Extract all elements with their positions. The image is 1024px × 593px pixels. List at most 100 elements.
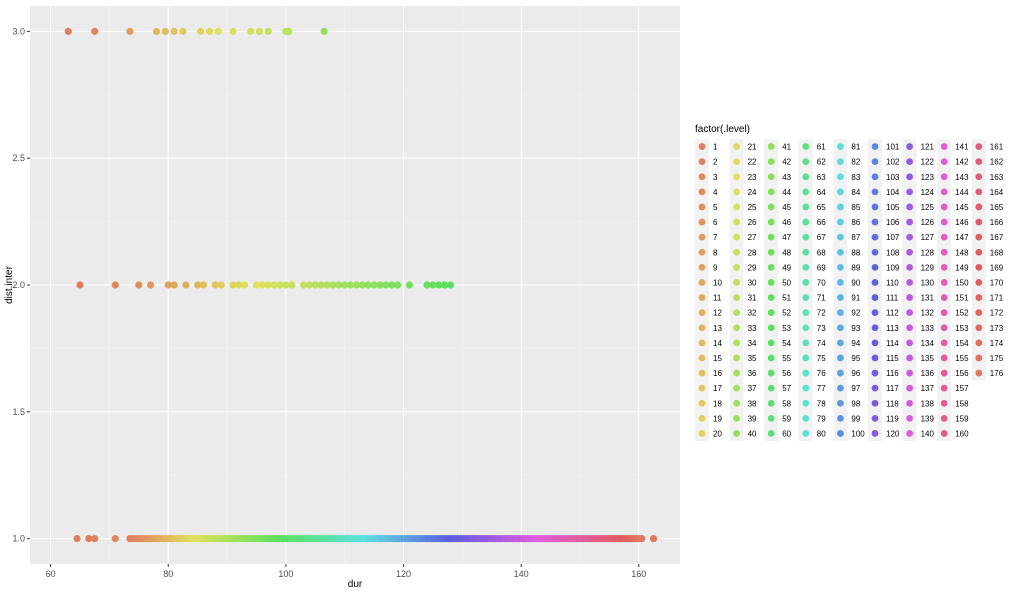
- legend-key: [698, 430, 706, 437]
- data-point: [214, 27, 222, 35]
- legend-key: [906, 414, 913, 422]
- legend-key: [802, 324, 810, 332]
- data-point: [435, 281, 443, 289]
- y-tick-label: 1.5: [12, 407, 25, 417]
- legend-label: 23: [748, 173, 757, 182]
- legend-label: 12: [713, 309, 722, 318]
- data-point: [346, 281, 355, 289]
- legend-label: 142: [955, 158, 969, 167]
- legend-key: [802, 233, 810, 241]
- legend-key: [871, 294, 879, 301]
- data-point: [252, 281, 261, 289]
- legend-label: 45: [782, 203, 791, 212]
- legend-label: 138: [921, 399, 935, 408]
- legend-key: [802, 384, 810, 392]
- legend-key: [975, 309, 983, 317]
- legend-label: 161: [990, 143, 1004, 152]
- legend-label: 119: [886, 414, 899, 423]
- legend-label: 44: [782, 188, 791, 197]
- legend-label: 158: [955, 399, 969, 408]
- legend-label: 88: [851, 248, 860, 257]
- x-tick-label: 60: [46, 569, 56, 579]
- legend-key: [767, 399, 775, 407]
- legend-label: 166: [990, 218, 1004, 227]
- legend-key: [767, 248, 775, 256]
- data-point: [320, 27, 328, 35]
- data-point: [255, 27, 264, 35]
- legend-key: [906, 203, 913, 211]
- legend-label: 149: [955, 263, 969, 272]
- legend-key: [906, 173, 913, 181]
- legend-label: 144: [955, 188, 969, 197]
- legend-label: 38: [748, 399, 757, 408]
- legend-label: 64: [817, 188, 826, 197]
- data-point: [317, 281, 325, 289]
- legend-label: 42: [782, 158, 791, 167]
- legend-key: [802, 399, 810, 407]
- data-point: [64, 27, 72, 35]
- legend-label: 63: [817, 173, 826, 182]
- legend-label: 96: [851, 369, 860, 378]
- data-point: [182, 281, 190, 289]
- legend-label: 29: [748, 263, 757, 272]
- legend-key: [871, 309, 879, 317]
- legend-label: 77: [817, 384, 826, 393]
- legend-label: 40: [748, 429, 757, 438]
- legend-label: 146: [955, 218, 969, 227]
- legend-label: 148: [955, 248, 969, 257]
- legend-key: [802, 218, 810, 226]
- legend-key: [767, 430, 775, 437]
- legend-label: 54: [782, 339, 791, 348]
- y-axis-title: dist.inter: [4, 265, 15, 303]
- legend-key: [975, 279, 983, 286]
- legend-label: 11: [713, 294, 722, 303]
- y-tick-label: 2.0: [12, 280, 25, 290]
- legend-label: 43: [782, 173, 791, 182]
- legend-key: [975, 188, 983, 196]
- legend-label: 39: [748, 414, 757, 423]
- legend-key: [802, 309, 810, 317]
- legend-label: 115: [886, 354, 899, 363]
- data-point: [76, 281, 84, 289]
- legend: factor(.level) 1234567891011121314151617…: [695, 124, 1004, 441]
- legend-key: [837, 203, 844, 211]
- legend-key: [871, 279, 879, 286]
- legend-key: [733, 369, 740, 377]
- legend-label: 167: [990, 233, 1004, 242]
- data-point: [382, 281, 390, 289]
- legend-key: [906, 218, 913, 226]
- legend-key: [906, 354, 913, 362]
- legend-label: 15: [713, 354, 722, 363]
- data-point: [196, 27, 205, 35]
- legend-key: [906, 369, 913, 377]
- legend-label: 109: [886, 263, 900, 272]
- legend-key: [733, 173, 740, 181]
- data-point: [170, 27, 178, 35]
- legend-key: [871, 354, 879, 362]
- legend-label: 2: [713, 158, 718, 167]
- legend-key: [871, 414, 879, 422]
- legend-key: [940, 399, 948, 407]
- legend-key: [871, 203, 879, 211]
- legend-key: [733, 248, 740, 256]
- legend-label: 141: [955, 143, 969, 152]
- legend-key: [767, 384, 775, 392]
- x-axis-ticks: 60 80 100 120 140 160: [46, 564, 646, 579]
- legend-label: 137: [921, 384, 935, 393]
- legend-label: 56: [782, 369, 791, 378]
- legend-key: [837, 339, 844, 347]
- legend-label: 176: [990, 369, 1004, 378]
- legend-key: [733, 324, 740, 332]
- legend-key: [940, 188, 948, 196]
- legend-label: 61: [817, 143, 826, 152]
- legend-label: 152: [955, 309, 969, 318]
- legend-label: 90: [851, 278, 860, 287]
- legend-label: 151: [955, 294, 969, 303]
- x-tick-label: 100: [278, 569, 293, 579]
- legend-key: [698, 279, 706, 286]
- legend-label: 175: [990, 354, 1004, 363]
- legend-label: 169: [990, 263, 1004, 272]
- legend-key: [733, 339, 740, 347]
- legend-label: 68: [817, 248, 826, 257]
